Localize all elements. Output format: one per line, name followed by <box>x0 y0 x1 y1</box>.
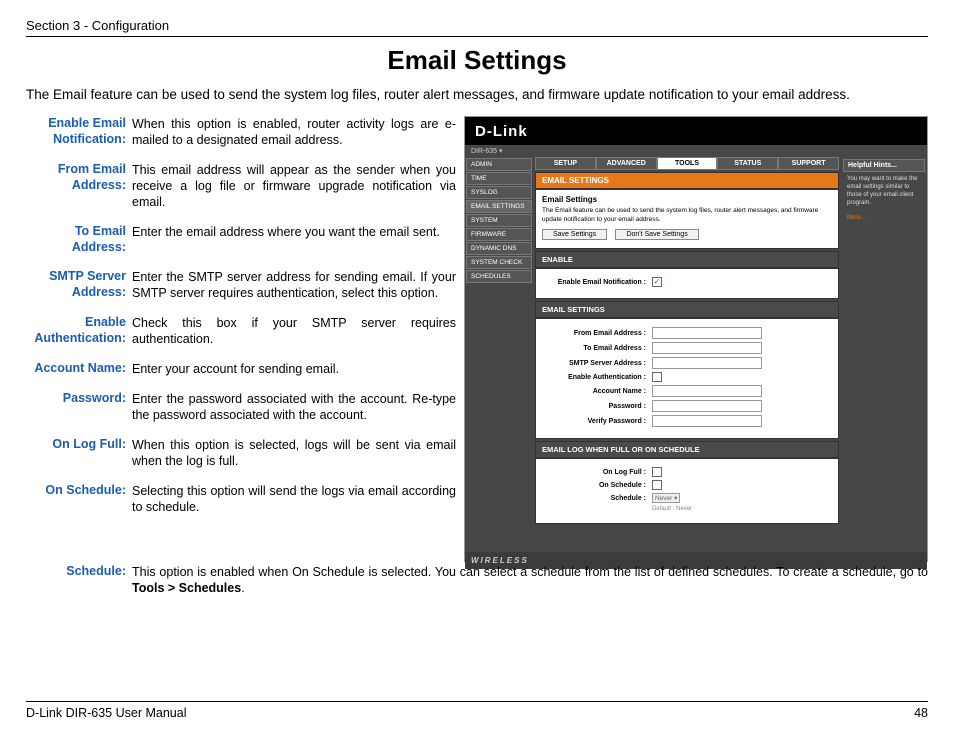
schedule-def-label: Schedule: <box>26 564 132 596</box>
log-checkbox[interactable] <box>652 480 662 490</box>
top-nav: SETUPADVANCEDTOOLSSTATUSSUPPORT <box>535 157 839 170</box>
def-text: This email address will appear as the se… <box>132 162 456 210</box>
section-enable-header: ENABLE <box>535 251 839 268</box>
schedule-def-text: This option is enabled when On Schedule … <box>132 564 928 596</box>
topnav-item[interactable]: SETUP <box>535 157 596 170</box>
form-label: Enable Authentication : <box>542 374 652 381</box>
def-label: SMTP Server Address: <box>26 269 132 301</box>
footer-left: D-Link DIR-635 User Manual <box>26 706 186 720</box>
sidebar-item[interactable]: ADMIN <box>466 158 532 171</box>
model-bar: DIR-635 ▾ <box>465 145 927 157</box>
def-text: Enter your account for sending email. <box>132 361 456 377</box>
def-text: When this option is enabled, router acti… <box>132 116 456 148</box>
def-text: Enter the email address where you want t… <box>132 224 456 255</box>
enable-auth-checkbox[interactable] <box>652 372 662 382</box>
def-label: Enable Authentication: <box>26 315 132 347</box>
def-text: Selecting this option will send the logs… <box>132 483 456 515</box>
sidebar-item[interactable]: FIRMWARE <box>466 228 532 241</box>
enable-email-label: Enable Email Notification : <box>542 279 652 286</box>
form-label: From Email Address : <box>542 330 652 337</box>
sidebar-item[interactable]: DYNAMIC DNS <box>466 242 532 255</box>
text-input[interactable] <box>652 385 762 397</box>
definitions-column: Enable Email Notification: When this opt… <box>26 116 456 562</box>
log-checkbox[interactable] <box>652 467 662 477</box>
topnav-item[interactable]: ADVANCED <box>596 157 657 170</box>
def-label: On Log Full: <box>26 437 132 469</box>
orange-title-bar: EMAIL SETTINGS <box>535 172 839 189</box>
section-log-header: EMAIL LOG WHEN FULL OR ON SCHEDULE <box>535 441 839 458</box>
footer-page-number: 48 <box>914 706 928 720</box>
intro-paragraph: The Email feature can be used to send th… <box>26 86 928 104</box>
sidebar-item[interactable]: EMAIL SETTINGS <box>466 200 532 213</box>
dont-save-settings-button[interactable]: Don't Save Settings <box>615 229 698 240</box>
section-settings-header: EMAIL SETTINGS <box>535 301 839 318</box>
hints-panel: Helpful Hints... You may want to make th… <box>841 157 927 552</box>
save-settings-button[interactable]: Save Settings <box>542 229 607 240</box>
def-label: From Email Address: <box>26 162 132 210</box>
panel-title: Email Settings <box>542 195 832 204</box>
panel-description: The Email feature can be used to send th… <box>542 207 832 224</box>
topnav-item[interactable]: TOOLS <box>657 157 718 170</box>
hints-text: You may want to make the email settings … <box>847 176 918 205</box>
text-input[interactable] <box>652 415 762 427</box>
router-screenshot: D-Link DIR-635 ▾ ADMINTIMESYSLOGEMAIL SE… <box>464 116 928 562</box>
def-label: On Schedule: <box>26 483 132 515</box>
sidebar-item[interactable]: SYSTEM CHECK <box>466 256 532 269</box>
sidebar-item[interactable]: SYSLOG <box>466 186 532 199</box>
schedule-default-text: Default : Never <box>652 506 692 512</box>
section-header: Section 3 - Configuration <box>26 18 928 37</box>
dlink-logo: D-Link <box>465 117 927 145</box>
hints-header: Helpful Hints... <box>843 159 925 172</box>
sidebar: ADMINTIMESYSLOGEMAIL SETTINGSSYSTEMFIRMW… <box>465 157 533 552</box>
def-text: When this option is selected, logs will … <box>132 437 456 469</box>
def-label: Account Name: <box>26 361 132 377</box>
def-text: Enter the password associated with the a… <box>132 391 456 423</box>
enable-email-checkbox[interactable] <box>652 277 662 287</box>
def-text: Check this box if your SMTP server requi… <box>132 315 456 347</box>
text-input[interactable] <box>652 342 762 354</box>
form-label: SMTP Server Address : <box>542 360 652 367</box>
topnav-item[interactable]: SUPPORT <box>778 157 839 170</box>
sidebar-item[interactable]: TIME <box>466 172 532 185</box>
sidebar-item[interactable]: SYSTEM <box>466 214 532 227</box>
schedule-select[interactable]: Never ▾ <box>652 493 680 503</box>
def-label: To Email Address: <box>26 224 132 255</box>
hints-more-link[interactable]: More... <box>847 215 866 221</box>
def-label: Password: <box>26 391 132 423</box>
form-label: On Schedule : <box>542 482 652 489</box>
page-title: Email Settings <box>26 45 928 76</box>
form-label: Account Name : <box>542 388 652 395</box>
form-label: On Log Full : <box>542 469 652 476</box>
form-label: Schedule : <box>542 495 652 502</box>
text-input[interactable] <box>652 327 762 339</box>
sidebar-item[interactable]: SCHEDULES <box>466 270 532 283</box>
form-label: Verify Password : <box>542 418 652 425</box>
def-label: Enable Email Notification: <box>26 116 132 148</box>
form-label: Password : <box>542 403 652 410</box>
form-label: To Email Address : <box>542 345 652 352</box>
text-input[interactable] <box>652 357 762 369</box>
topnav-item[interactable]: STATUS <box>717 157 778 170</box>
text-input[interactable] <box>652 400 762 412</box>
def-text: Enter the SMTP server address for sendin… <box>132 269 456 301</box>
